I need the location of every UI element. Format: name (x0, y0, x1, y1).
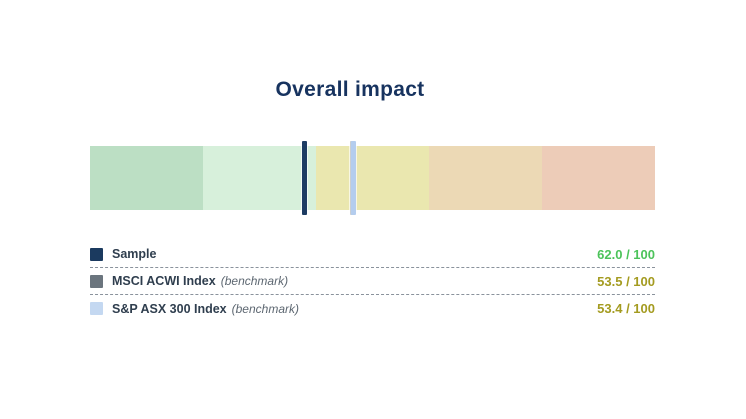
legend-benchmark-note: (benchmark) (231, 301, 299, 316)
impact-scale-bar (90, 141, 655, 215)
legend-value: 62.0 / 100 (597, 246, 655, 262)
legend-label: S&P ASX 300 Index (112, 301, 227, 316)
scale-band (542, 146, 655, 210)
scale-band (429, 146, 542, 210)
legend-benchmark-note: (benchmark) (220, 274, 289, 288)
legend-swatch-msci-acwi (90, 274, 103, 288)
legend-row: MSCI ACWI Index (benchmark) 53.5 / 100 (90, 268, 655, 295)
legend-row: S&P ASX 300 Index (benchmark) 53.4 / 100 (90, 295, 655, 322)
scale-band (203, 146, 316, 210)
legend-swatch-sp-asx-300 (90, 302, 103, 315)
marker-sample (302, 141, 308, 215)
legend-label: MSCI ACWI Index (112, 274, 216, 288)
legend-swatch-sample (90, 247, 103, 261)
legend-label: Sample (112, 247, 157, 261)
impact-scale-bands (90, 146, 655, 210)
legend-value: 53.4 / 100 (597, 301, 655, 316)
chart-title: Overall impact (275, 78, 425, 101)
scale-band (90, 146, 203, 210)
legend: Sample 62.0 / 100 MSCI ACWI Index (bench… (90, 241, 655, 322)
legend-row: Sample 62.0 / 100 (90, 241, 655, 268)
legend-value: 53.5 / 100 (597, 273, 655, 289)
marker-s-p-asx-300-index (350, 141, 356, 215)
scale-band (316, 146, 429, 210)
